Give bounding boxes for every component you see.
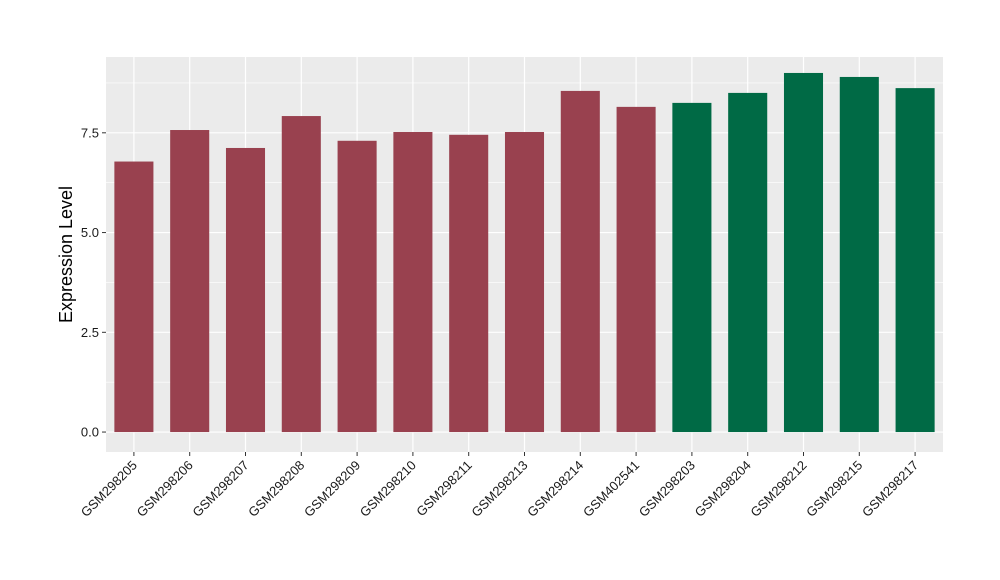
bar (672, 102, 712, 433)
x-tick-label: GSM298204 (692, 458, 754, 520)
bar (560, 90, 600, 433)
x-tick-label: GSM298206 (134, 458, 196, 520)
x-tick-label: GSM298205 (78, 458, 140, 520)
x-tick-label: GSM298209 (301, 458, 363, 520)
y-tick-label: 2.5 (81, 325, 99, 340)
x-tick-label: GSM298212 (747, 458, 809, 520)
x-tick-label: GSM298214 (524, 458, 586, 520)
x-tick-label: GSM298207 (189, 458, 251, 520)
bars (114, 72, 935, 433)
bar (170, 130, 210, 433)
y-axis-ticks: 0.0 2.5 5.0 7.5 (81, 125, 106, 440)
bar (895, 88, 935, 433)
x-tick-label: GSM298217 (859, 458, 921, 520)
x-tick-label: GSM298208 (245, 458, 307, 520)
y-tick-label: 0.0 (81, 425, 99, 440)
bar (616, 106, 656, 433)
bar (393, 132, 433, 433)
bar (337, 140, 377, 433)
x-tick-label: GSM298210 (357, 458, 419, 520)
bar (839, 76, 879, 433)
y-tick-label: 7.5 (81, 125, 99, 140)
x-axis-ticks: GSM298205GSM298206GSM298207GSM298208GSM2… (78, 452, 921, 520)
x-tick-label: GSM298213 (468, 458, 530, 520)
bar (504, 132, 545, 433)
y-tick-label: 5.0 (81, 225, 99, 240)
bar (281, 116, 321, 433)
bar (114, 161, 154, 433)
x-tick-label: GSM298211 (413, 458, 475, 520)
bar (225, 147, 266, 433)
bar (449, 134, 489, 433)
x-tick-label: GSM402541 (580, 458, 642, 520)
x-tick-label: GSM298203 (636, 458, 698, 520)
bar (783, 72, 824, 433)
bar (728, 92, 768, 433)
y-axis-title: Expression Level (56, 186, 76, 323)
x-tick-label: GSM298215 (803, 458, 865, 520)
